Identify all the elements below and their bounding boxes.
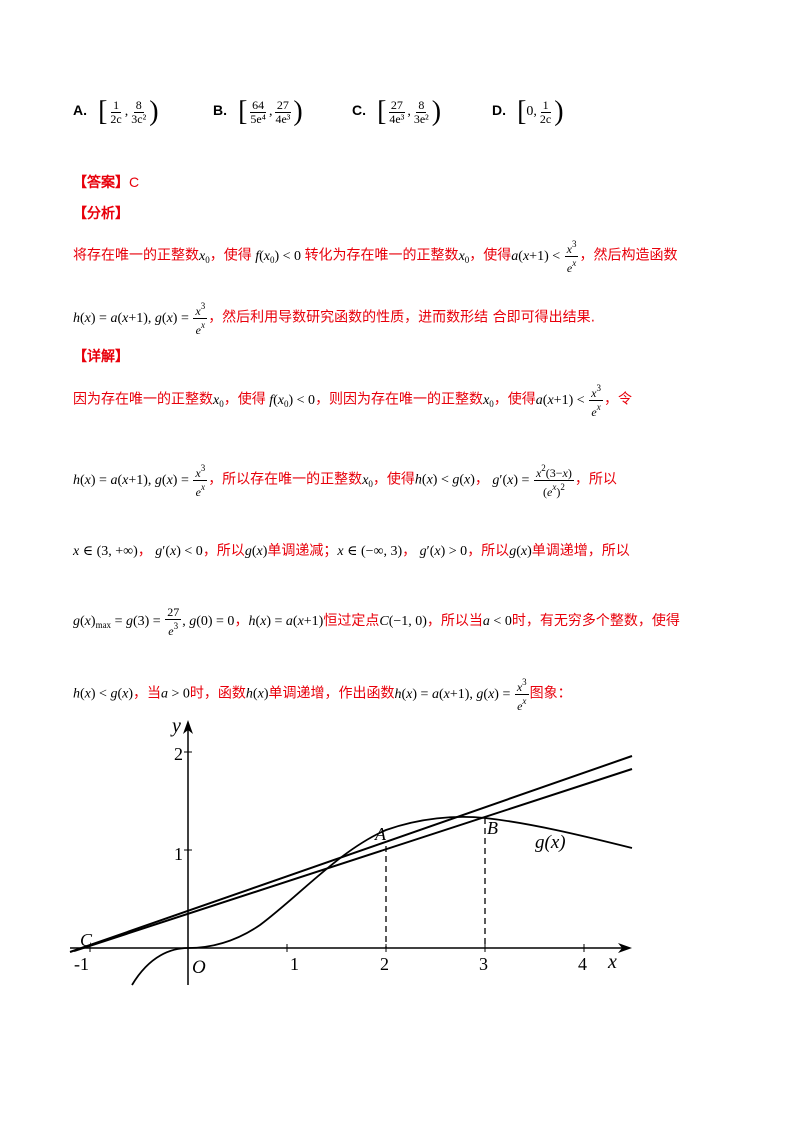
analysis-tag: 【分析】 — [73, 203, 129, 223]
option-a-num2: 8 — [133, 97, 144, 113]
option-b: B. [64 5e⁴, 27 4e³) — [213, 96, 303, 127]
bracket-right: ) — [554, 96, 564, 127]
text-span: 恒过定点 — [323, 613, 380, 630]
text-span: 单调递增，作出函数 — [268, 685, 395, 702]
bracket-right: ) — [431, 96, 442, 127]
detail-line-1: 因为存在唯一的正整数x0，使得 f(x0) < 0，则因为存在唯一的正整数x0，… — [73, 383, 632, 419]
text-span: 因为存在唯一的正整数 — [73, 391, 213, 408]
option-a-den2: 3c² — [131, 111, 147, 126]
text-span: ， — [474, 471, 489, 488]
text-span: ，使得 — [493, 391, 536, 408]
text-span: ， — [234, 613, 249, 630]
analysis-tag-text: 【分析】 — [73, 206, 129, 222]
option-b-label: B. — [213, 102, 227, 119]
text-span: ，所以 — [467, 543, 510, 559]
text-span: 将存在唯一的正整数 — [73, 247, 199, 264]
x-axis-label: x — [607, 951, 617, 973]
y-axis-label: y — [170, 715, 181, 737]
text-span: 单调递减； — [267, 543, 338, 559]
text-span: ，所以当 — [426, 613, 483, 630]
option-c-label: C. — [352, 102, 366, 119]
text-span: ，所以 — [202, 543, 245, 559]
x-axis-arrow-icon — [618, 943, 632, 953]
text-span: ， — [137, 543, 152, 559]
option-a-label: A. — [73, 102, 87, 119]
option-d-num2: 1 — [540, 97, 551, 113]
y-tick-label: 1 — [174, 844, 183, 864]
x-tick-label: -1 — [74, 954, 89, 974]
point-a-label: A — [374, 824, 387, 844]
line-h-upper — [69, 755, 633, 953]
option-c-den2: 3e² — [413, 111, 429, 126]
text-span: ，使得 — [469, 247, 512, 264]
option-a: A. [1 2c, 8 3c²) — [73, 96, 159, 127]
text-span: ，然后利用导数研究函数的性质，进而数形结 合即可得出结果. — [208, 309, 596, 326]
y-axis-arrow-icon — [183, 720, 193, 734]
text-span: 时，函数 — [189, 685, 246, 702]
answer-value: C — [129, 174, 140, 190]
option-b-den1: 5e⁴ — [250, 111, 266, 126]
option-b-num2: 27 — [274, 97, 291, 113]
function-graph: y x 2 1 -1 1 2 3 4 O C A B g(x) — [69, 715, 633, 986]
bracket-left: [ — [377, 96, 387, 127]
option-b-den2: 4e³ — [275, 111, 291, 126]
option-d-den2: 2c — [539, 111, 552, 126]
option-c: C. [27 4e³, 8 3e²) — [352, 96, 442, 127]
x-tick-label: 2 — [380, 954, 389, 974]
option-d-label: D. — [492, 102, 506, 119]
detail-tag-text: 【详解】 — [73, 349, 129, 365]
detail-tag: 【详解】 — [73, 346, 129, 366]
text-span: ，则因为存在唯一的正整数 — [315, 391, 484, 408]
x-tick-label: 4 — [578, 954, 587, 974]
curve-g — [131, 816, 633, 986]
bracket-right: ) — [293, 96, 303, 127]
text-span: ，使得 — [372, 471, 415, 488]
detail-line-3: x ∈ (3, +∞)， g′(x) < 0，所以g(x)单调递减；x ∈ (−… — [73, 543, 630, 559]
option-c-num1: 27 — [388, 97, 405, 113]
point-b-label: B — [487, 818, 498, 838]
bracket-left: [ — [98, 96, 108, 127]
option-a-den1: 2c — [110, 111, 122, 126]
option-a-num1: 1 — [111, 97, 122, 113]
bracket-left: [ — [238, 96, 248, 127]
option-c-den1: 4e³ — [389, 111, 405, 126]
text-span: ，令 — [603, 391, 632, 408]
detail-line-4: g(x)max = g(3) = 27 e3, g(0) = 0，h(x) = a… — [73, 605, 680, 638]
line-h-lower — [73, 768, 633, 952]
text-span: ，使得 — [209, 247, 252, 264]
analysis-line-2: h(x) = a(x+1), g(x) = x3 ex ，然后利用导数研究函数的性质… — [73, 301, 596, 337]
text-span: ，使得 — [223, 391, 266, 408]
bracket-right: ) — [149, 96, 159, 127]
analysis-line-1: 将存在唯一的正整数x0，使得 f(x0) < 0 转化为存在唯一的正整数x0，使… — [73, 239, 678, 275]
text-span: ，所以 — [574, 471, 617, 488]
detail-line-5: h(x) < g(x)，当a > 0时，函数h(x)单调递增，作出函数h(x) … — [73, 677, 572, 713]
option-b-num1: 64 — [250, 97, 267, 113]
option-d-zero: 0, — [526, 104, 537, 120]
curve-g-label: g(x) — [535, 832, 566, 853]
text-span: ，所以存在唯一的正整数 — [208, 471, 363, 488]
option-d: D. [0, 1 2c) — [492, 98, 564, 126]
text-span: ，当 — [133, 685, 162, 702]
text-span: 单调递增，所以 — [531, 543, 630, 559]
answer-tag: 【答案】 — [73, 175, 129, 191]
answer-line: 【答案】C — [73, 172, 139, 192]
x-tick-label: 3 — [479, 954, 488, 974]
origin-label: O — [192, 957, 206, 978]
text-span: ， — [402, 543, 417, 559]
bracket-left: [ — [517, 96, 527, 127]
option-c-num2: 8 — [416, 97, 427, 113]
detail-line-2: h(x) = a(x+1), g(x) = x3 ex ，所以存在唯一的正整数x0，… — [73, 463, 617, 499]
text-span: ，然后构造函数 — [579, 247, 678, 264]
text-span: 时，有无穷多个整数，使得 — [511, 613, 680, 630]
text-span: 图象： — [529, 685, 572, 702]
text-span: 转化为存在唯一的正整数 — [304, 247, 459, 264]
x-tick-label: 1 — [290, 954, 299, 974]
point-c-label: C — [80, 930, 93, 950]
y-tick-label: 2 — [174, 744, 183, 764]
